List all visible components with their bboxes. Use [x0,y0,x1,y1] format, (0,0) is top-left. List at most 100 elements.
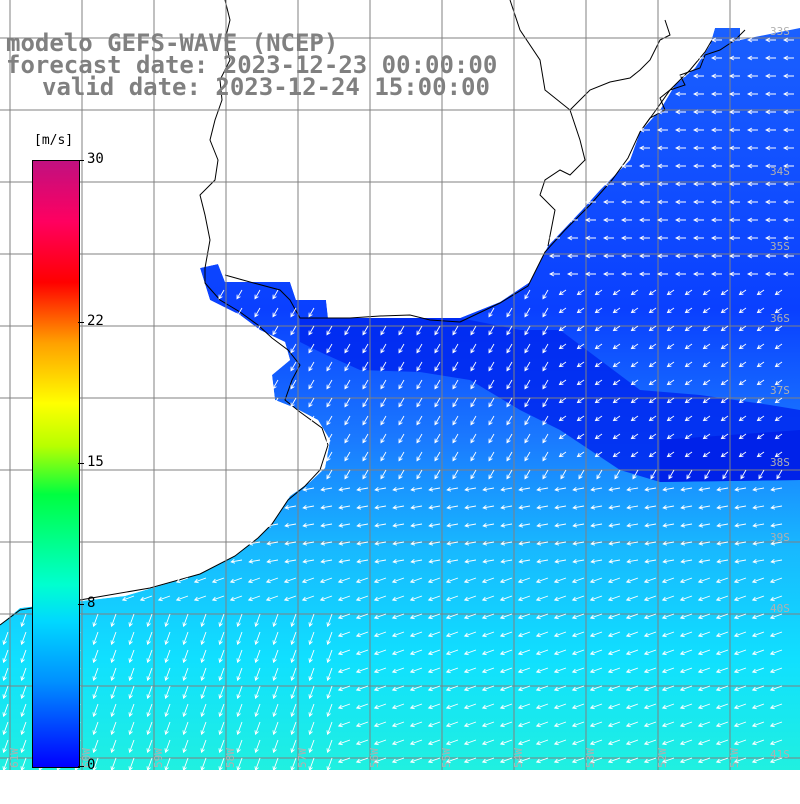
wind-arrow [594,379,603,386]
wind-arrow [643,649,657,656]
wind-arrow [200,739,207,754]
wind-arrow [697,739,711,746]
wind-arrow [594,343,603,350]
wind-arrow [20,757,27,772]
wind-arrow [481,577,495,584]
wind-arrow [769,631,783,638]
wind-arrow [308,631,315,646]
wind-arrow [782,37,794,43]
wind-arrow [373,613,387,620]
wind-arrow [416,379,423,390]
wind-arrow [770,559,783,564]
wind-arrow [308,325,315,336]
wind-arrow [356,487,369,492]
wind-arrow [265,595,279,602]
wind-arrow [254,613,261,628]
wind-arrow [728,253,740,259]
wind-arrow [764,127,776,133]
longitude-label: 56W [368,748,381,768]
wind-arrow [236,667,243,682]
wind-arrow [499,613,513,620]
wind-arrow [362,433,369,444]
wind-arrow [290,721,297,736]
valid-date: valid date: 2023-12-24 15:00:00 [42,73,490,101]
wind-arrow [584,253,596,259]
wind-arrow [751,685,765,692]
wind-arrow [733,703,747,710]
wind-arrow [728,73,740,79]
wind-arrow [326,415,333,426]
wind-arrow [733,631,747,638]
wind-arrow [146,613,153,628]
wind-arrow [608,541,621,546]
wind-arrow [612,343,621,350]
wind-arrow [518,487,531,492]
wind-arrow [452,343,459,354]
wind-arrow [20,739,27,754]
wind-arrow [92,721,99,736]
wind-arrow [746,199,758,205]
latitude-label: 41S [770,748,790,761]
wind-arrow [648,325,657,332]
wind-arrow [756,289,765,296]
wind-arrow [380,379,387,390]
wind-arrow [326,721,333,736]
wind-arrow [211,595,225,602]
wind-arrow [488,307,495,318]
wind-arrow [782,253,794,259]
wind-arrow [774,307,783,314]
wind-arrow [392,487,405,492]
wind-arrow [182,739,189,754]
wind-arrow [337,613,351,620]
wind-arrow [692,91,704,97]
wind-arrow [326,379,333,390]
wind-arrow [355,703,369,710]
wind-arrow [608,505,621,510]
wind-arrow [517,595,531,602]
wind-arrow [506,469,513,480]
wind-arrow [481,703,495,710]
wind-arrow [200,703,207,718]
wind-arrow [576,379,585,386]
wind-arrow [121,595,135,602]
wind-arrow [428,487,441,492]
wind-arrow [752,559,765,564]
wind-arrow [182,757,189,772]
wind-arrow [518,559,531,564]
wind-arrow [710,253,722,259]
wind-arrow [680,559,693,564]
wind-arrow [548,271,560,277]
wind-arrow [463,667,477,674]
wind-arrow [626,487,639,492]
wind-arrow [746,37,758,43]
wind-arrow [290,397,297,408]
wind-arrow [548,253,560,259]
wind-arrow [398,343,405,354]
wind-arrow [728,127,740,133]
wind-arrow [434,415,441,426]
wind-arrow [625,631,639,638]
wind-arrow [463,703,477,710]
wind-arrow [774,379,783,386]
wind-arrow [774,415,783,422]
wind-arrow [445,757,459,764]
lagoon [639,29,746,133]
wind-arrow [751,649,765,656]
wind-arrow [248,559,261,564]
wind-arrow [553,667,567,674]
wind-arrow [680,505,693,510]
wind-arrow [756,415,765,422]
wind-arrow [594,415,603,422]
wind-arrow [751,721,765,728]
wind-arrow [380,451,387,462]
wind-arrow [409,685,423,692]
wind-arrow [517,685,531,692]
wind-arrow [517,721,531,728]
wind-arrow [643,685,657,692]
wind-arrow [410,541,423,546]
wind-arrow [679,595,693,602]
wind-arrow [630,397,639,404]
wind-arrow [290,739,297,754]
wind-arrow [254,667,261,682]
wind-arrow [373,703,387,710]
